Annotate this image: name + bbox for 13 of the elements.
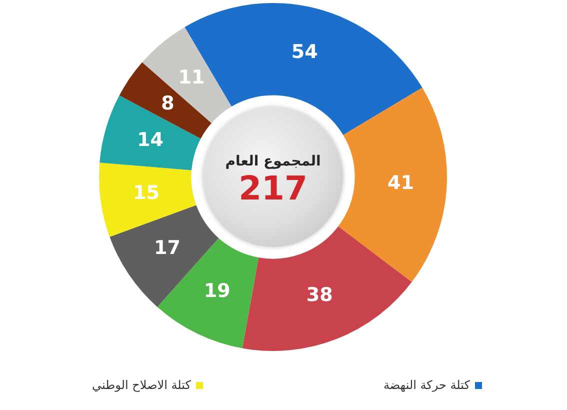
- data-label: 8: [161, 92, 174, 114]
- data-label: 41: [387, 172, 414, 194]
- text: المجموع العام: [225, 154, 321, 170]
- data-label: 38: [306, 284, 333, 306]
- legend-label: كتلة حركة النهضة: [383, 377, 470, 393]
- data-label: 19: [204, 280, 230, 302]
- data-label: 15: [133, 182, 160, 204]
- data-label: 14: [137, 128, 164, 151]
- legend-label: كتلة الاصلاح الوطني: [92, 377, 191, 393]
- data-label: 54: [291, 41, 318, 64]
- data-label: 11: [178, 66, 205, 88]
- text: 217: [238, 168, 308, 208]
- data-label: 17: [154, 236, 180, 259]
